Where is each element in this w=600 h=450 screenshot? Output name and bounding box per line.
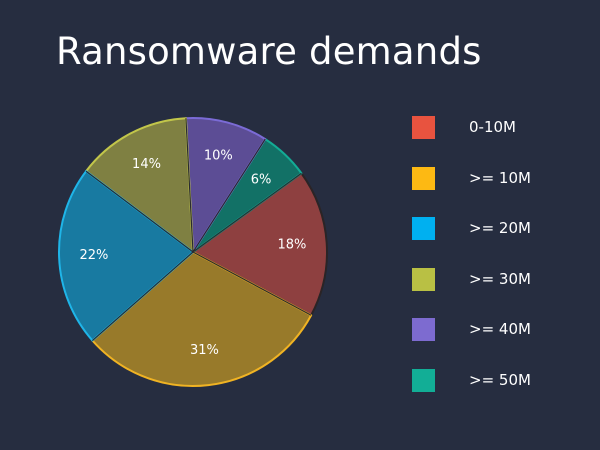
- legend-swatch: [412, 217, 435, 240]
- legend-label: >= 40M: [469, 320, 531, 338]
- legend-swatch: [412, 116, 435, 139]
- slice-divider: [192, 251, 312, 316]
- pie-slice-2: [58, 170, 194, 342]
- slice-divider: [92, 251, 194, 341]
- slice-divider: [85, 170, 194, 253]
- legend-item: >= 50M: [412, 368, 582, 420]
- legend-item: >= 10M: [412, 166, 582, 218]
- legend-swatch: [412, 318, 435, 341]
- legend-swatch: [412, 368, 435, 392]
- legend-item: >= 30M: [412, 267, 582, 319]
- legend-item: >= 40M: [412, 318, 582, 369]
- legend-label: >= 20M: [469, 219, 531, 237]
- pie-slice-labels: 18% 31% 22% 14% 10% 6%: [79, 149, 306, 358]
- pie-slice-3: [85, 117, 194, 253]
- slice-value-label: 18%: [277, 238, 306, 253]
- slice-divider: [192, 138, 266, 253]
- slice-divider: [192, 172, 302, 253]
- slice-value-label: 6%: [251, 172, 272, 187]
- legend-label: >= 30M: [469, 269, 531, 288]
- slice-value-label: 10%: [204, 149, 233, 164]
- pie-slice-1: [91, 251, 313, 387]
- legend-item: >= 20M: [412, 217, 582, 268]
- slice-value-label: 22%: [79, 248, 108, 263]
- pie-slice-4: [184, 117, 267, 253]
- slice-divider: [185, 118, 194, 253]
- legend-label: >= 50M: [469, 370, 531, 389]
- legend-item: 0-10M: [412, 116, 582, 167]
- slice-value-label: 14%: [132, 157, 161, 172]
- legend-label: >= 10M: [469, 168, 531, 187]
- chart-title: Ransomware demands: [56, 30, 482, 73]
- chart-legend: 0-10M >= 10M >= 20M >= 30M >= 40M >= 50M: [412, 116, 582, 419]
- legend-swatch: [412, 166, 435, 190]
- pie-slices: [58, 117, 328, 387]
- legend-label: 0-10M: [469, 118, 516, 136]
- slice-value-label: 31%: [190, 343, 219, 358]
- pie-slice-0: [192, 172, 328, 317]
- legend-swatch: [412, 267, 435, 291]
